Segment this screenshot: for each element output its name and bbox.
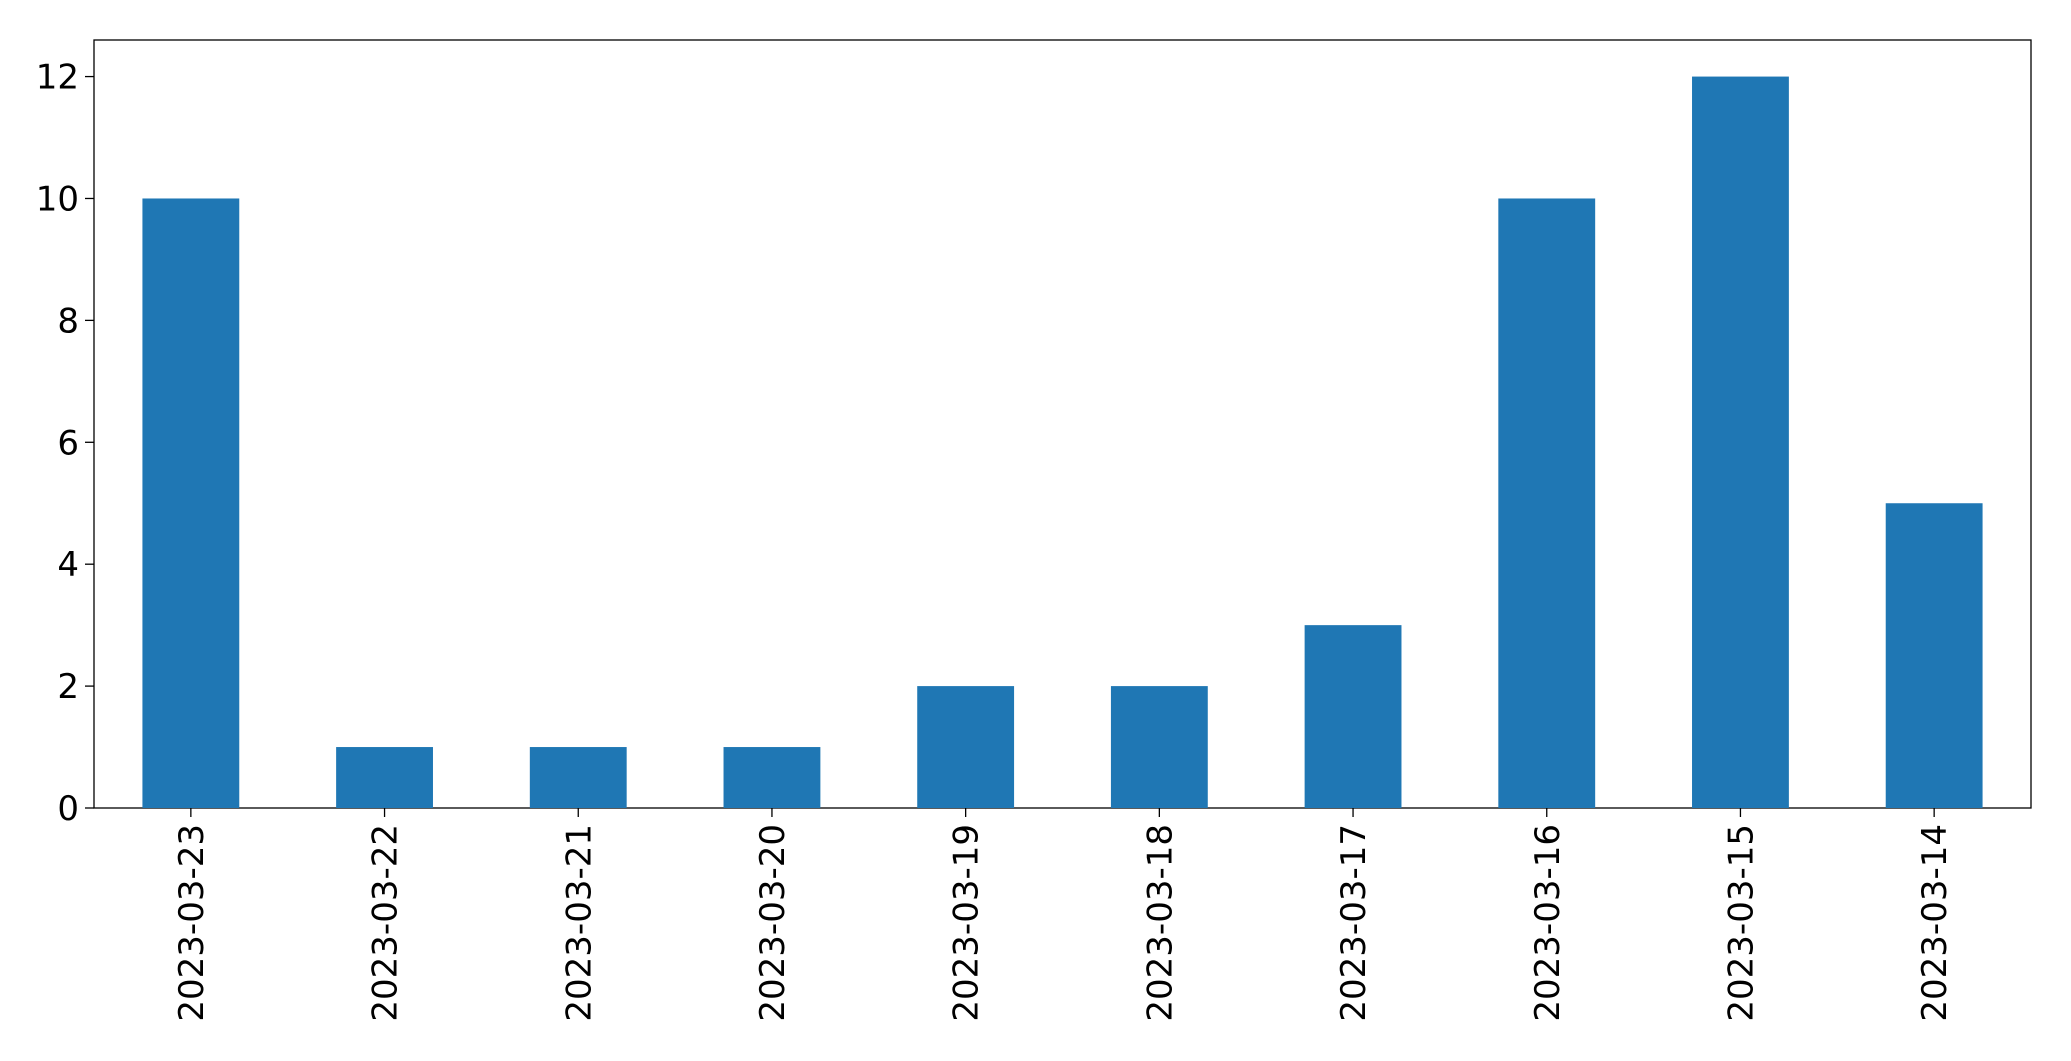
x-tick-label: 2023-03-20: [753, 824, 793, 1022]
y-tick-label: 2: [57, 667, 79, 707]
bar: [1885, 503, 1983, 808]
x-tick-label: 2023-03-15: [1721, 824, 1761, 1022]
x-tick-label: 2023-03-17: [1334, 824, 1374, 1022]
x-tick-label: 2023-03-18: [1140, 824, 1180, 1022]
y-tick-label: 8: [57, 301, 79, 341]
plot-frame: [93, 39, 2032, 809]
x-tick-label: 2023-03-21: [559, 824, 599, 1022]
y-tick-label: 12: [36, 58, 79, 98]
bar: [1304, 625, 1402, 808]
y-tick-label: 6: [57, 423, 79, 463]
y-tick-label: 0: [57, 789, 79, 829]
bar: [529, 747, 627, 808]
bar: [1498, 198, 1596, 808]
x-tick-label: 2023-03-14: [1915, 824, 1955, 1022]
bar: [723, 747, 821, 808]
x-tick-label: 2023-03-19: [947, 824, 987, 1022]
bar: [917, 686, 1015, 808]
y-tick-label: 10: [36, 179, 79, 219]
x-tick-label: 2023-03-23: [172, 824, 212, 1022]
bar: [1110, 686, 1208, 808]
y-tick-label: 4: [57, 545, 79, 585]
x-tick-label: 2023-03-22: [366, 824, 406, 1022]
bar: [142, 198, 240, 808]
bar: [1692, 76, 1789, 809]
x-tick-label: 2023-03-16: [1528, 824, 1568, 1022]
bar: [336, 747, 433, 808]
